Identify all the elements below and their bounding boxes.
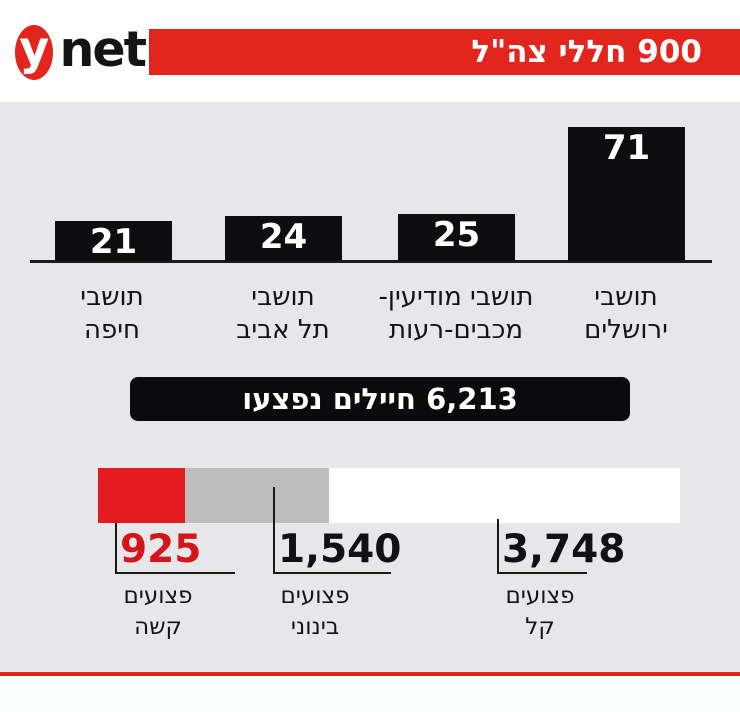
bar-value: 21: [89, 222, 138, 262]
bar-value: 24: [259, 217, 308, 257]
ynet-logo: y net: [15, 20, 147, 80]
bar-label-line: ירושלים: [584, 315, 668, 345]
bar-label-line: מכבים-רעות: [388, 315, 523, 345]
footer-strip: [0, 676, 740, 712]
value-severe: 925: [120, 527, 202, 572]
bar-label-modiin: תושבי מודיעין- מכבים-רעות: [361, 281, 551, 347]
severity-label-line: קשה: [134, 614, 182, 640]
bar-label-line: חיפה: [83, 315, 141, 345]
ynet-logo-net: net: [59, 20, 147, 78]
leader-line-light: [497, 519, 499, 572]
bar-label-line: תושבי: [594, 282, 658, 312]
label-severe: פצועים קשה: [78, 581, 238, 643]
headline-title: 900 חללי צה"ל: [471, 34, 702, 70]
bar-label-haifa: תושבי חיפה: [17, 281, 207, 347]
severity-label-line: פצועים: [505, 583, 575, 609]
label-moderate: פצועים בינוני: [235, 581, 395, 643]
value-underline-light: [497, 572, 587, 574]
segment-moderate: [185, 468, 329, 523]
leader-line-moderate: [273, 487, 275, 572]
value-underline-moderate: [273, 572, 391, 574]
label-light: פצועים קל: [460, 581, 620, 643]
wounded-severity-bar: [98, 468, 680, 523]
bar-value: 25: [432, 215, 481, 255]
severity-label-line: קל: [525, 614, 555, 640]
value-underline-severe: [115, 572, 235, 574]
wounded-total-title: 6,213 חיילים נפצעו: [242, 382, 518, 416]
segment-light: [329, 468, 680, 523]
x-axis-baseline: [30, 260, 712, 263]
bar-modiin: 25: [398, 214, 515, 261]
bar-label-line: תושבי מודיעין-: [378, 282, 534, 312]
bar-label-tel-aviv: תושבי תל אביב: [188, 281, 378, 347]
ynet-logo-y: y: [19, 21, 50, 75]
severity-label-line: פצועים: [123, 583, 193, 609]
ynet-logo-icon: y: [15, 21, 54, 80]
segment-severe: [98, 468, 185, 523]
bar-jerusalem: 71: [568, 127, 685, 261]
bar-value: 71: [602, 128, 651, 168]
bar-label-line: תושבי: [80, 282, 144, 312]
value-light: 3,748: [502, 527, 626, 572]
bar-label-jerusalem: תושבי ירושלים: [531, 281, 721, 347]
bar-haifa: 21: [55, 221, 172, 261]
leader-line-severe: [115, 523, 117, 572]
severity-label-line: פצועים: [280, 583, 350, 609]
headline-banner: 900 חללי צה"ל: [149, 29, 740, 75]
value-moderate: 1,540: [278, 527, 402, 572]
severity-label-line: בינוני: [290, 614, 340, 640]
wounded-total-banner: 6,213 חיילים נפצעו: [130, 377, 630, 421]
bar-label-line: תל אביב: [236, 315, 330, 345]
bar-tel-aviv: 24: [225, 216, 342, 261]
bar-label-line: תושבי: [251, 282, 315, 312]
